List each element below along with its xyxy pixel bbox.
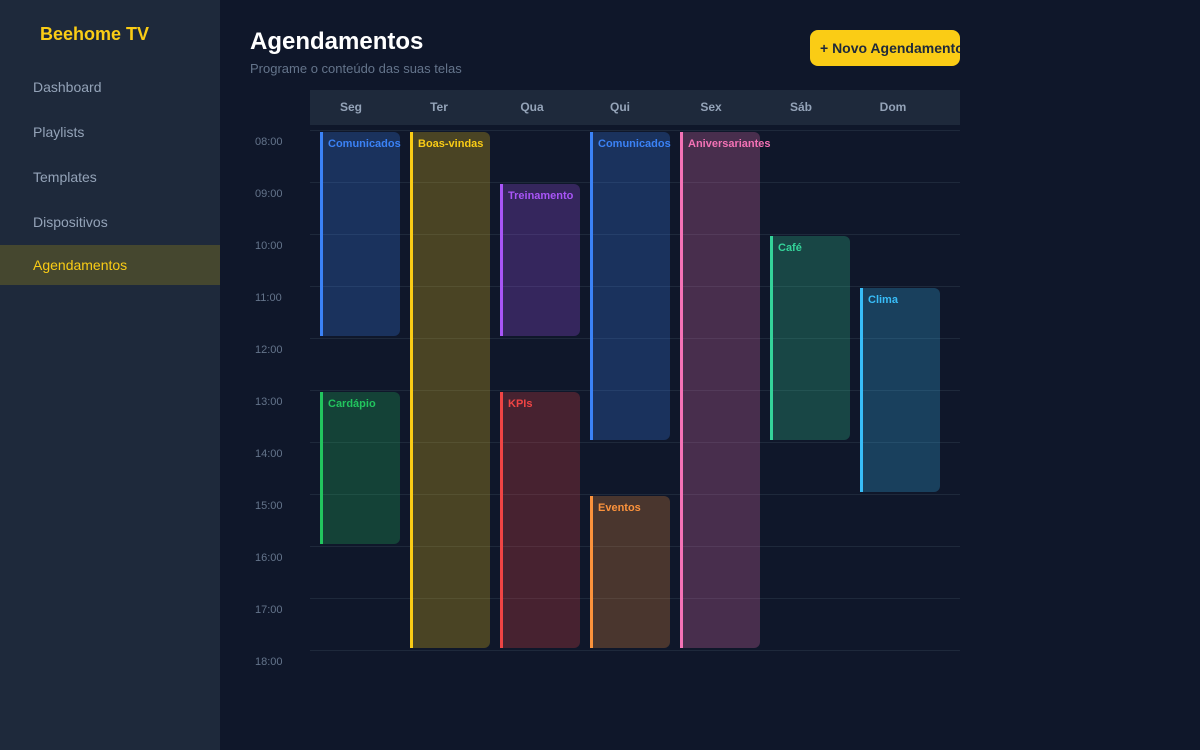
hour-line — [310, 442, 960, 443]
day-header: Ter — [430, 100, 448, 114]
hour-label: 13:00 — [255, 396, 283, 408]
page-subtitle: Programe o conteúdo das suas telas — [250, 61, 462, 76]
sidebar-item-templates[interactable]: Templates — [33, 169, 97, 185]
event-title: Clima — [868, 294, 898, 306]
event-title: Café — [778, 242, 802, 254]
hour-line — [310, 390, 960, 391]
schedule-event[interactable]: Cardápio — [320, 392, 400, 544]
schedule-event[interactable]: Café — [770, 236, 850, 440]
new-schedule-button[interactable]: + Novo Agendamento — [810, 30, 960, 66]
event-title: Aniversariantes — [688, 138, 771, 150]
day-header: Sáb — [789, 100, 812, 114]
hour-line — [310, 494, 960, 495]
event-title: Boas-vindas — [418, 138, 484, 150]
day-header: Dom — [879, 100, 907, 114]
hour-line — [310, 130, 960, 131]
schedule-event[interactable]: Eventos — [590, 496, 670, 648]
hour-label: 14:00 — [255, 448, 283, 460]
schedule-event[interactable]: Comunicados — [320, 132, 401, 336]
event-title: Eventos — [598, 502, 641, 514]
sidebar-item-playlists[interactable]: Playlists — [33, 124, 85, 140]
hour-line — [310, 234, 960, 235]
day-header: Qui — [610, 100, 630, 114]
schedule-event[interactable]: Clima — [860, 288, 940, 492]
hour-line — [310, 182, 960, 183]
schedule-event[interactable]: KPIs — [500, 392, 580, 648]
page-title: Agendamentos — [250, 28, 424, 55]
day-header: Qua — [520, 100, 544, 114]
sidebar-item-dispositivos[interactable]: Dispositivos — [33, 214, 108, 230]
hour-line — [310, 546, 960, 547]
sidebar-item-agendamentos[interactable]: Agendamentos — [0, 245, 220, 285]
hour-label: 11:00 — [255, 292, 282, 304]
hour-line — [310, 598, 960, 599]
event-title: Comunicados — [328, 138, 401, 150]
sidebar: Beehome TV Dashboard Playlists Templates… — [0, 0, 220, 750]
event-title: Treinamento — [508, 190, 574, 202]
sidebar-item-dashboard[interactable]: Dashboard — [33, 79, 102, 95]
hour-label: 18:00 — [255, 656, 283, 668]
hour-label: 16:00 — [255, 552, 283, 564]
day-header: Sex — [700, 100, 722, 114]
hour-line — [310, 286, 960, 287]
schedule-event[interactable]: Treinamento — [500, 184, 580, 336]
hour-line — [310, 650, 960, 651]
hour-label: 12:00 — [255, 344, 283, 356]
event-title: KPIs — [508, 398, 533, 410]
schedule-event[interactable]: Comunicados — [590, 132, 671, 440]
hour-label: 10:00 — [255, 240, 283, 252]
event-title: Cardápio — [328, 398, 376, 410]
hour-label: 17:00 — [255, 604, 283, 616]
hour-label: 08:00 — [255, 136, 283, 148]
schedule-event[interactable]: Boas-vindas — [410, 132, 490, 648]
day-header: Seg — [339, 100, 362, 114]
calendar-header: Seg Ter Qua Qui Sex Sáb Dom — [310, 90, 960, 125]
schedule-event[interactable]: Aniversariantes — [680, 132, 771, 648]
event-title: Comunicados — [598, 138, 671, 150]
hour-line — [310, 338, 960, 339]
logo: Beehome TV — [40, 24, 150, 44]
hour-label: 15:00 — [255, 500, 283, 512]
hour-label: 09:00 — [255, 188, 283, 200]
